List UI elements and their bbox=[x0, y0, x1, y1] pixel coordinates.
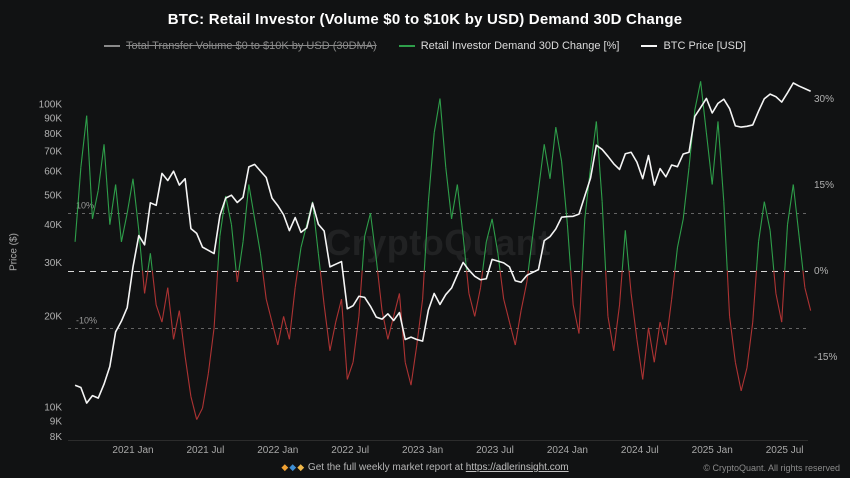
btc-price-swatch bbox=[641, 45, 658, 47]
copyright-notice: © CryptoQuant. All rights reserved bbox=[703, 463, 840, 473]
legend-label-btc-price: BTC Price [USD] bbox=[663, 40, 746, 52]
legend-item-transfer-volume[interactable]: Total Transfer Volume $0 to $10K by USD … bbox=[104, 40, 377, 52]
diamond-icon: ◆ bbox=[289, 462, 297, 472]
retail-demand-swatch bbox=[398, 45, 415, 47]
legend-label-retail-demand: Retail Investor Demand 30D Change [%] bbox=[420, 40, 620, 52]
report-link[interactable]: https://adlerinsight.com bbox=[465, 462, 569, 473]
diamond-icon: ◆ bbox=[297, 462, 305, 472]
transfer-volume-swatch bbox=[104, 45, 121, 47]
diamond-icon: ◆ bbox=[281, 462, 289, 472]
legend: Total Transfer Volume $0 to $10K by USD … bbox=[0, 40, 850, 52]
legend-item-btc-price[interactable]: BTC Price [USD] bbox=[641, 40, 746, 52]
price-axis-label: Price ($) bbox=[8, 233, 20, 271]
legend-label-transfer-volume: Total Transfer Volume $0 to $10K by USD … bbox=[126, 40, 377, 52]
footer-report: ◆◆◆ Get the full weekly market report at… bbox=[0, 462, 850, 473]
chart-title: BTC: Retail Investor (Volume $0 to $10K … bbox=[167, 11, 683, 28]
report-text: Get the full weekly market report at bbox=[307, 462, 463, 473]
legend-item-retail-demand[interactable]: Retail Investor Demand 30D Change [%] bbox=[398, 40, 620, 52]
